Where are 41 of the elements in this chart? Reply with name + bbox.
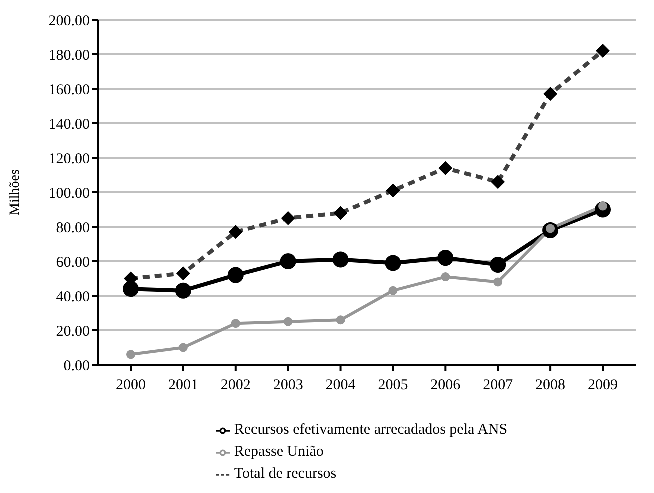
y-tick-label: 20.00 [56,324,90,340]
x-tick-label: 2007 [483,378,514,394]
point [385,255,402,272]
point [231,319,240,328]
x-tick-label: 2008 [536,378,566,394]
y-tick-label: 160.00 [48,82,90,98]
point [123,281,139,298]
y-tick-label: 40.00 [56,289,90,306]
y-tick-label: 80.00 [56,220,90,236]
y-axis-title: Milhões [8,170,23,216]
y-tick-label: 140.00 [48,116,90,133]
y-tick-label: 180.00 [48,48,90,64]
x-tick-label: 2000 [116,378,146,394]
y-tick-label: 100.00 [48,186,90,202]
legend-label: Total de recursos [234,466,337,482]
x-tick-label: 2006 [430,378,462,394]
legend-label: Recursos efetivamente arrecadados pela ANS [234,422,508,438]
point [441,272,450,282]
point [284,317,293,326]
point [280,254,296,270]
x-tick-label: 2003 [273,378,304,394]
point [228,267,244,284]
point [178,343,188,352]
point [438,250,454,266]
y-tick-label: 200.00 [48,13,90,30]
x-tick-label: 2004 [326,378,356,394]
point [490,256,506,273]
y-tick-label: 60.00 [56,254,90,271]
x-tick-label: 2005 [378,378,408,394]
point [126,350,136,360]
point [494,278,503,287]
y-tick-label: 120.00 [48,151,90,168]
x-tick-label: 2001 [168,378,198,394]
x-tick-label: 2009 [588,378,618,394]
point [175,282,192,299]
y-tick-label: 0.00 [64,358,90,374]
point [332,252,349,268]
legend-label: Repasse União [234,444,324,460]
point [336,316,346,325]
x-tick-label: 2002 [220,378,251,394]
point [388,286,398,296]
